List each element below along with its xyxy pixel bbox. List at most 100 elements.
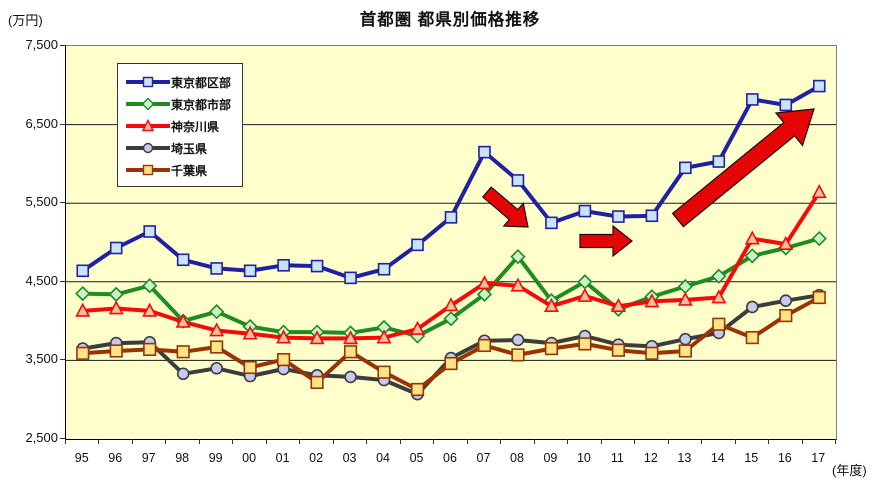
x-tick-label-14: 14 <box>710 451 725 465</box>
data-point-marker-s4-12 <box>645 346 659 360</box>
data-point-marker-s4-99 <box>210 340 224 354</box>
legend-marker-square-icon <box>142 164 154 176</box>
data-point-marker-s2-05 <box>410 320 426 335</box>
data-point-marker-s0-09 <box>545 216 558 230</box>
data-point-marker-s4-15 <box>745 331 759 345</box>
data-point-marker-s1-17 <box>811 230 827 247</box>
data-point-marker-s0-03 <box>344 271 357 285</box>
data-point-marker-s0-16 <box>779 98 793 112</box>
legend-sample-1 <box>126 97 170 111</box>
data-point-marker-s3-99 <box>210 361 223 375</box>
legend-marker-circle-icon <box>142 142 154 154</box>
data-point-marker-s0-04 <box>377 262 391 276</box>
x-tick-label-15: 15 <box>744 451 759 465</box>
data-point-marker-s4-00 <box>243 360 257 375</box>
x-axis-tick <box>801 439 803 444</box>
x-axis-tick <box>500 439 502 444</box>
x-axis-tick <box>65 439 66 444</box>
data-point-marker-s0-13 <box>679 161 692 175</box>
y-axis-tick <box>60 359 65 361</box>
legend-item-2: 神奈川県 <box>126 115 236 137</box>
x-tick-label-12: 12 <box>643 451 658 465</box>
x-axis-tick <box>567 439 569 444</box>
data-point-marker-s2-15 <box>744 230 760 245</box>
x-axis-tick <box>299 439 301 444</box>
data-point-marker-s2-16 <box>778 235 794 250</box>
x-axis-tick <box>198 439 200 444</box>
data-point-marker-s0-05 <box>411 238 424 252</box>
legend-sample-3 <box>126 142 170 154</box>
data-point-marker-s0-98 <box>176 253 190 267</box>
x-tick-label-05: 05 <box>409 451 424 465</box>
x-axis-tick <box>466 439 468 444</box>
data-point-marker-s2-06 <box>443 297 459 312</box>
x-axis-tick <box>165 439 167 444</box>
x-tick-label-08: 08 <box>510 451 524 465</box>
data-point-marker-s0-10 <box>578 204 592 218</box>
annotation-arrow-2 <box>671 108 815 228</box>
data-point-marker-s4-16 <box>779 308 793 323</box>
data-point-marker-s2-13 <box>677 291 693 306</box>
legend-label-3: 埼玉県 <box>171 141 208 156</box>
data-point-marker-s4-17 <box>812 290 826 305</box>
data-point-marker-s2-98 <box>175 313 191 328</box>
data-point-marker-s3-16 <box>779 294 793 307</box>
data-point-marker-s0-15 <box>746 93 759 106</box>
x-axis-tick <box>533 439 535 444</box>
data-point-marker-s0-17 <box>812 79 826 93</box>
legend: 東京都区部 東京都市部 神奈川県 埼玉県 千葉県 <box>117 63 243 187</box>
data-point-marker-s2-02 <box>309 330 325 345</box>
data-point-marker-s1-14 <box>711 268 727 284</box>
x-axis-tick <box>433 439 435 444</box>
x-tick-label-99: 99 <box>208 451 223 465</box>
legend-label-4: 千葉県 <box>171 163 208 178</box>
x-tick-label-13: 13 <box>677 451 692 465</box>
data-point-marker-s4-95 <box>76 346 90 360</box>
data-point-marker-s2-10 <box>577 287 593 302</box>
x-tick-label-95: 95 <box>74 451 89 465</box>
data-point-marker-s1-07 <box>476 286 493 303</box>
chart-svg <box>66 79 836 401</box>
data-point-marker-s4-11 <box>611 343 625 357</box>
x-tick-label-98: 98 <box>175 451 190 465</box>
data-point-marker-s0-99 <box>210 262 223 275</box>
y-axis-tick <box>60 280 65 282</box>
x-tick-label-17: 17 <box>811 451 826 465</box>
chart-title: 首都圏 都県別価格推移 <box>359 11 541 29</box>
data-point-marker-s4-14 <box>712 317 726 331</box>
x-axis-unit-label: (年度) <box>832 463 867 478</box>
legend-marker-triangle-icon <box>141 118 155 132</box>
data-point-marker-s4-06 <box>444 356 458 371</box>
data-point-marker-s2-07 <box>476 275 492 290</box>
data-point-marker-s1-95 <box>75 285 91 302</box>
data-point-marker-s1-99 <box>209 304 225 320</box>
legend-item-4: 千葉県 <box>126 159 236 181</box>
data-point-marker-s4-02 <box>310 375 324 390</box>
data-point-marker-s2-12 <box>644 293 660 308</box>
x-tick-label-06: 06 <box>443 451 457 465</box>
data-point-marker-s4-13 <box>678 344 692 358</box>
y-axis-tick <box>60 202 65 204</box>
y-tick-label-2500: 2,500 <box>25 430 58 445</box>
x-axis-tick <box>332 439 334 444</box>
x-axis-tick <box>835 439 836 444</box>
x-tick-label-10: 10 <box>576 451 591 465</box>
data-point-marker-s2-09 <box>543 297 559 313</box>
plot-area <box>65 45 837 440</box>
data-point-marker-s2-97 <box>142 302 158 317</box>
x-tick-label-03: 03 <box>342 451 357 465</box>
x-tick-label-97: 97 <box>141 451 156 465</box>
data-point-marker-s3-13 <box>679 332 692 346</box>
legend-label-2: 神奈川県 <box>171 119 220 134</box>
data-point-marker-s2-01 <box>276 329 292 344</box>
x-tick-label-16: 16 <box>777 451 792 465</box>
data-point-marker-s2-03 <box>343 330 359 345</box>
data-point-marker-s3-08 <box>511 333 525 347</box>
data-point-marker-s4-07 <box>477 338 492 353</box>
data-point-marker-s1-15 <box>744 248 760 264</box>
data-point-marker-s4-10 <box>578 337 592 351</box>
x-axis-tick <box>399 439 401 444</box>
legend-item-0: 東京都区部 <box>126 71 236 93</box>
data-point-marker-s3-98 <box>176 367 190 381</box>
data-point-marker-s1-08 <box>510 249 526 265</box>
